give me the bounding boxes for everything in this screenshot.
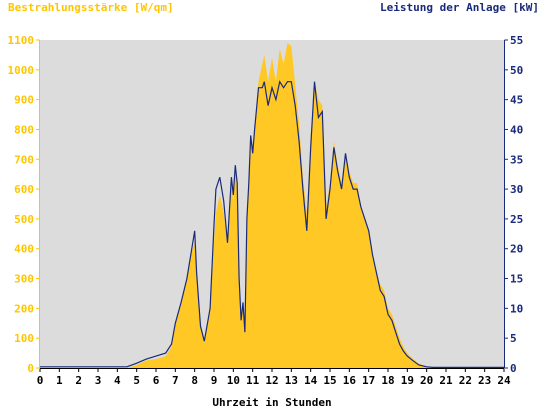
right-tick-label: 20 bbox=[510, 243, 523, 256]
left-tick-label: 1100 bbox=[8, 34, 35, 47]
left-tick-label: 500 bbox=[14, 213, 34, 226]
right-tick-label: 45 bbox=[510, 94, 523, 107]
right-axis-title: Leistung der Anlage [kW] bbox=[380, 1, 539, 14]
right-tick-label: 5 bbox=[510, 332, 517, 345]
left-tick-label: 1000 bbox=[8, 64, 35, 77]
right-tick-label: 40 bbox=[510, 123, 523, 136]
x-tick-label: 9 bbox=[211, 374, 218, 387]
x-tick-label: 24 bbox=[497, 374, 511, 387]
x-tick-label: 7 bbox=[172, 374, 179, 387]
right-tick-label: 30 bbox=[510, 183, 523, 196]
right-tick-label: 50 bbox=[510, 64, 523, 77]
series-layer bbox=[40, 43, 504, 368]
x-tick-label: 22 bbox=[459, 374, 472, 387]
x-tick-label: 21 bbox=[439, 374, 453, 387]
left-tick-label: 700 bbox=[14, 153, 34, 166]
left-tick-label: 0 bbox=[27, 362, 34, 375]
x-tick-label: 0 bbox=[37, 374, 44, 387]
left-tick-label: 600 bbox=[14, 183, 34, 196]
right-tick-label: 15 bbox=[510, 273, 523, 286]
x-tick-label: 11 bbox=[246, 374, 260, 387]
x-tick-label: 17 bbox=[362, 374, 375, 387]
x-tick-label: 1 bbox=[56, 374, 63, 387]
x-axis-title: Uhrzeit in Stunden bbox=[212, 396, 331, 408]
right-tick-label: 55 bbox=[510, 34, 523, 47]
x-tick-label: 3 bbox=[95, 374, 102, 387]
right-tick-label: 25 bbox=[510, 213, 523, 226]
x-tick-label: 4 bbox=[114, 374, 121, 387]
left-tick-label: 400 bbox=[14, 243, 34, 256]
left-tick-label: 800 bbox=[14, 123, 34, 136]
right-tick-label: 10 bbox=[510, 302, 523, 315]
x-tick-label: 15 bbox=[323, 374, 336, 387]
left-tick-label: 300 bbox=[14, 273, 34, 286]
x-tick-label: 10 bbox=[227, 374, 240, 387]
right-tick-label: 0 bbox=[510, 362, 517, 375]
right-tick-label: 35 bbox=[510, 153, 523, 166]
x-tick-label: 2 bbox=[75, 374, 82, 387]
x-tick-label: 16 bbox=[343, 374, 357, 387]
left-axis-title: Bestrahlungsstärke [W/qm] bbox=[8, 1, 174, 14]
x-tick-label: 18 bbox=[381, 374, 394, 387]
x-tick-label: 23 bbox=[478, 374, 491, 387]
power-line bbox=[40, 80, 504, 368]
axes-layer: 0100200300400500600700800900100011000510… bbox=[8, 34, 524, 387]
x-tick-label: 6 bbox=[153, 374, 160, 387]
x-tick-label: 13 bbox=[285, 374, 298, 387]
irradiance-area bbox=[40, 43, 504, 368]
x-tick-label: 8 bbox=[191, 374, 198, 387]
x-tick-label: 12 bbox=[265, 374, 278, 387]
x-tick-label: 5 bbox=[133, 374, 140, 387]
left-tick-label: 200 bbox=[14, 302, 34, 315]
x-tick-label: 14 bbox=[304, 374, 318, 387]
x-tick-label: 20 bbox=[420, 374, 433, 387]
left-tick-label: 100 bbox=[14, 332, 34, 345]
x-tick-label: 19 bbox=[401, 374, 414, 387]
left-tick-label: 900 bbox=[14, 94, 34, 107]
